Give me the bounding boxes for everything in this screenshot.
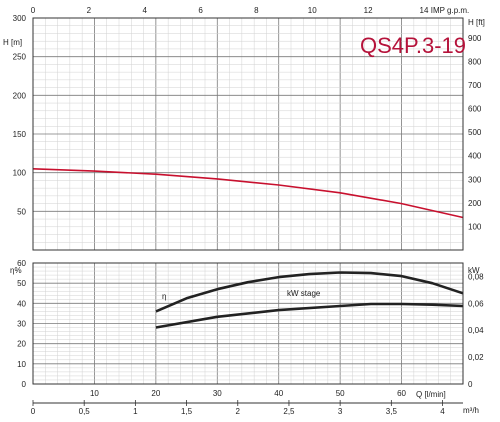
q-tick-label: 10 (90, 389, 99, 398)
top-tick-label: 8 (254, 6, 259, 15)
head-left-tick-label: 50 (17, 207, 26, 216)
m3h-tick-label: 4 (440, 407, 445, 416)
head-right-tick-label: 500 (468, 128, 482, 137)
top-tick-label: 14 (420, 6, 429, 15)
head-right-tick-label: 700 (468, 81, 482, 90)
m3h-tick-label: 2 (236, 407, 241, 416)
m3h-axis-unit: m³/h (463, 406, 479, 415)
eff-left-tick-label: 20 (17, 340, 26, 349)
m3h-tick-label: 1,5 (181, 407, 193, 416)
eff-left-tick-label: 40 (17, 299, 26, 308)
m3h-tick-label: 2,5 (283, 407, 295, 416)
top-tick-label: 0 (31, 6, 36, 15)
eta-label: η (162, 292, 166, 301)
chart-title: QS4P.3-19 (360, 33, 466, 58)
eff-left-tick-label: 50 (17, 279, 26, 288)
head-right-tick-label: 800 (468, 57, 482, 66)
q-tick-label: 40 (274, 389, 283, 398)
top-tick-label: 6 (198, 6, 203, 15)
head-right-unit: H [ft] (468, 18, 485, 27)
head-right-tick-label: 400 (468, 152, 482, 161)
kw-stage-curve (155, 302, 464, 329)
q-axis-unit: Q [l/min] (416, 390, 446, 399)
q-tick-label: 20 (151, 389, 160, 398)
head-left-tick-label: 300 (13, 14, 27, 23)
eff-left-tick-label: 0 (22, 380, 27, 389)
top-tick-label: 2 (87, 6, 92, 15)
m3h-tick-label: 0,5 (79, 407, 91, 416)
frame-layer (32, 17, 464, 404)
m3h-tick-label: 1 (133, 407, 138, 416)
top-axis-unit: IMP g.p.m. (431, 6, 470, 15)
tick-labels: 0 2 4 6 8 10 12 1450100150200250300100200300400… (13, 6, 484, 416)
q-tick-label: 30 (213, 389, 222, 398)
kw-stage-label: kW stage (287, 289, 321, 298)
q-tick-label: 60 (397, 389, 406, 398)
m3h-tick-label: 3,5 (386, 407, 398, 416)
efficiency-plot-frame (32, 262, 464, 385)
eff-right-tick-label: 0,02 (468, 353, 484, 362)
head-right-tick-label: 200 (468, 199, 482, 208)
head-left-unit: H [m] (3, 38, 22, 47)
head-left-tick-label: 250 (13, 53, 27, 62)
eff-right-unit: kW (468, 266, 480, 275)
head-right-tick-label: 100 (468, 222, 482, 231)
top-tick-label: 4 (142, 6, 147, 15)
eff-left-tick-label: 30 (17, 320, 26, 329)
curve-layer (32, 168, 464, 329)
eff-left-tick-label: 10 (17, 360, 26, 369)
eff-right-tick-label: 0,08 (468, 272, 484, 281)
head-left-tick-label: 150 (13, 130, 27, 139)
head-right-tick-label: 900 (468, 34, 482, 43)
eff-left-unit: η% (10, 266, 22, 275)
head-left-tick-label: 200 (13, 91, 27, 100)
m3h-tick-label: 0 (31, 407, 36, 416)
grid-layer (32, 17, 464, 385)
eff-right-tick-label: 0,06 (468, 299, 484, 308)
head-right-tick-label: 300 (468, 175, 482, 184)
head-left-tick-label: 100 (13, 169, 27, 178)
efficiency-curve (155, 271, 464, 313)
top-tick-label: 10 (308, 6, 317, 15)
eff-right-tick-label: 0,04 (468, 326, 484, 335)
eff-left-tick-label: 60 (17, 259, 26, 268)
head-plot-frame (32, 17, 464, 251)
top-tick-label: 12 (364, 6, 373, 15)
head-curve (32, 168, 464, 219)
q-tick-label: 50 (336, 389, 345, 398)
head-right-tick-label: 600 (468, 105, 482, 114)
eff-right-tick-label: 0 (468, 380, 473, 389)
m3h-tick-label: 3 (338, 407, 343, 416)
